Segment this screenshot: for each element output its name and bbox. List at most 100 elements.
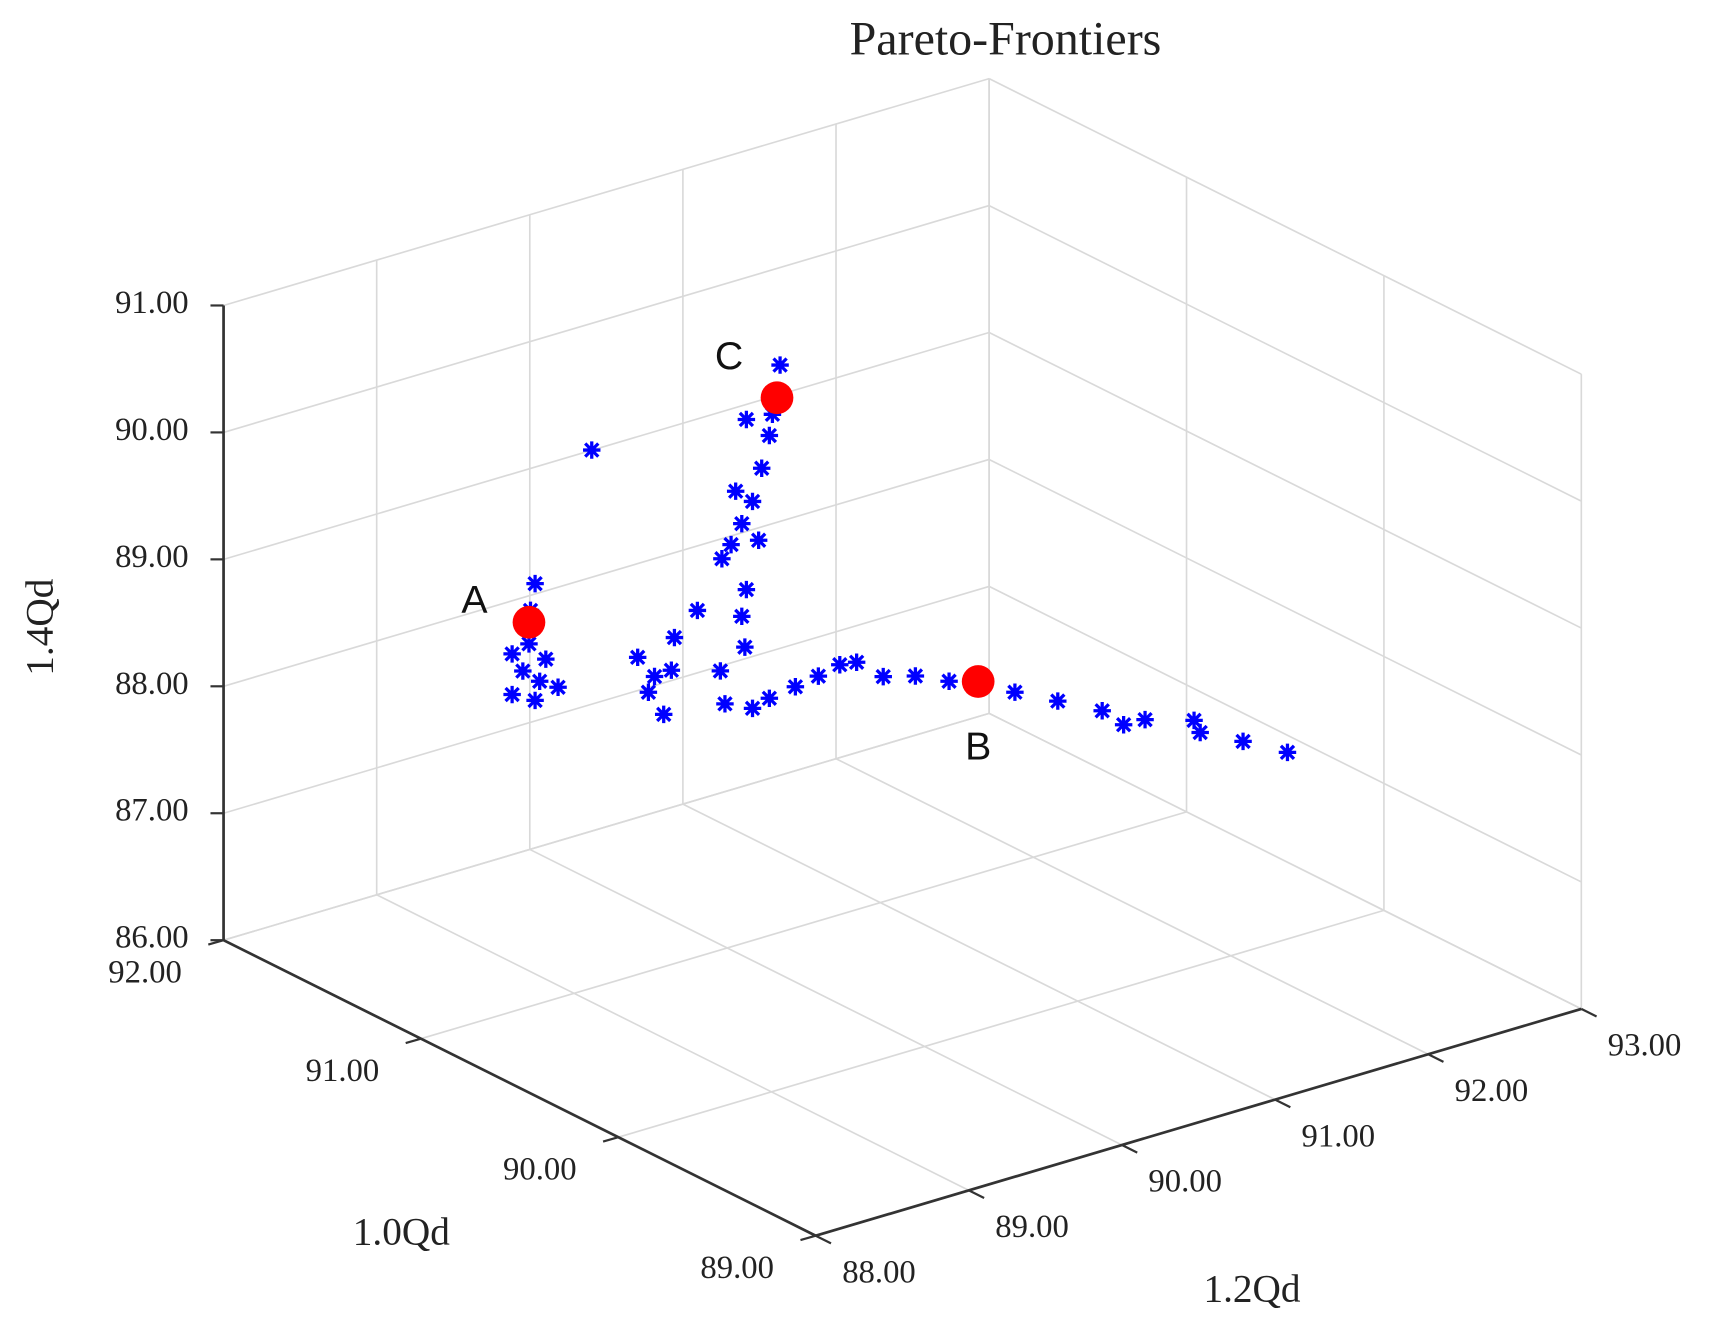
y-tick-label: 92.00 xyxy=(1455,1073,1529,1109)
pareto-point xyxy=(654,705,673,724)
pareto-point xyxy=(1185,711,1203,730)
y-tick xyxy=(1427,1053,1444,1063)
grid-line xyxy=(223,712,990,941)
point-label: C xyxy=(715,334,743,378)
grid-line xyxy=(835,757,1429,1055)
pareto-point xyxy=(639,683,658,701)
x-tick-label: 91.00 xyxy=(306,1053,380,1089)
pareto-point xyxy=(733,514,751,533)
grid-line xyxy=(420,811,1187,1040)
grid-line xyxy=(988,77,1582,375)
pareto-point xyxy=(665,628,684,647)
point-label: A xyxy=(461,578,488,622)
pareto-point xyxy=(760,426,779,445)
pareto-point xyxy=(737,580,756,599)
y-tick-label: 89.00 xyxy=(995,1209,1069,1245)
pareto-point xyxy=(549,678,567,696)
pareto-point xyxy=(737,410,756,429)
pareto-point xyxy=(1114,716,1133,734)
pareto-point xyxy=(726,482,745,500)
chart-title: Pareto-Frontiers xyxy=(850,13,1162,66)
pareto-point xyxy=(771,356,789,374)
pareto-point xyxy=(713,550,731,568)
x-tick-label: 90.00 xyxy=(503,1152,577,1188)
pareto-point xyxy=(743,699,762,718)
grid-line xyxy=(529,848,1123,1146)
pareto-point xyxy=(940,672,958,690)
grid-line xyxy=(618,909,1385,1138)
pareto-point xyxy=(1006,683,1024,701)
z-tick-label: 87.00 xyxy=(115,793,189,829)
z-tick-label: 91.00 xyxy=(115,285,189,321)
pareto-point xyxy=(1234,732,1252,751)
grid-line xyxy=(376,894,970,1192)
pareto-point xyxy=(733,607,751,626)
grid-line xyxy=(223,458,990,688)
y-tick xyxy=(1274,1098,1291,1109)
point-label: B xyxy=(965,725,991,769)
x-axis-line xyxy=(222,938,817,1237)
grid-line xyxy=(988,585,1582,883)
grid-line xyxy=(223,331,990,561)
y-tick xyxy=(1580,1007,1598,1018)
highlight-point xyxy=(760,381,794,415)
pareto-point xyxy=(503,645,521,663)
pareto-point xyxy=(874,667,892,686)
pareto-point xyxy=(716,695,734,713)
y-tick-label: 90.00 xyxy=(1148,1164,1222,1200)
y-axis-title: 1.2Qd xyxy=(1203,1267,1300,1310)
pareto-point xyxy=(760,689,779,708)
x-tick-label: 92.00 xyxy=(108,955,182,991)
pareto-point xyxy=(628,648,647,667)
pareto-point xyxy=(752,459,771,477)
y-tick xyxy=(815,1234,832,1245)
pareto-point xyxy=(503,685,521,704)
x-tick xyxy=(800,1234,817,1242)
pareto-point xyxy=(743,492,762,511)
x-tick xyxy=(405,1037,422,1045)
pareto-point xyxy=(520,635,538,653)
highlight-point xyxy=(961,665,995,698)
z-tick-label: 88.00 xyxy=(115,666,189,702)
x-tick xyxy=(602,1136,619,1143)
x-axis-title: 1.0Qd xyxy=(353,1211,450,1254)
grid-line xyxy=(988,712,1582,1010)
y-axis-line xyxy=(815,1007,1582,1238)
y-tick xyxy=(968,1189,985,1199)
y-tick-label: 91.00 xyxy=(1302,1118,1376,1154)
pareto-point xyxy=(722,535,740,554)
z-tick-label: 90.00 xyxy=(115,412,189,448)
pareto-point xyxy=(763,405,782,424)
pareto-point xyxy=(688,601,707,620)
pareto-point xyxy=(526,691,544,710)
grid-line xyxy=(988,204,1582,502)
pareto-point xyxy=(749,531,768,549)
highlight-point xyxy=(512,605,546,639)
pareto-point xyxy=(537,650,555,668)
pareto-point xyxy=(645,667,664,686)
pareto-point xyxy=(906,667,925,685)
grid-line xyxy=(682,803,1276,1101)
pareto-point xyxy=(662,661,681,679)
pareto-point xyxy=(1093,702,1111,720)
pareto-point xyxy=(736,638,754,656)
pareto-point xyxy=(1278,743,1297,762)
pareto-point xyxy=(583,441,601,459)
grid-line xyxy=(223,204,990,434)
pareto-point xyxy=(847,653,866,672)
pareto-point xyxy=(831,656,849,674)
y-tick-label: 88.00 xyxy=(842,1254,916,1290)
grid-line xyxy=(223,585,990,815)
pareto-point xyxy=(1191,723,1209,742)
grid-line xyxy=(988,331,1582,629)
z-axis-title: 1.4Qd xyxy=(19,578,62,675)
y-tick-label: 93.00 xyxy=(1608,1028,1682,1064)
grid-line xyxy=(223,77,990,307)
x-tick-label: 89.00 xyxy=(700,1250,774,1286)
pareto-point xyxy=(514,662,532,680)
z-tick-label: 89.00 xyxy=(115,539,189,575)
pareto-point xyxy=(711,662,730,680)
pareto-point xyxy=(1136,710,1154,729)
